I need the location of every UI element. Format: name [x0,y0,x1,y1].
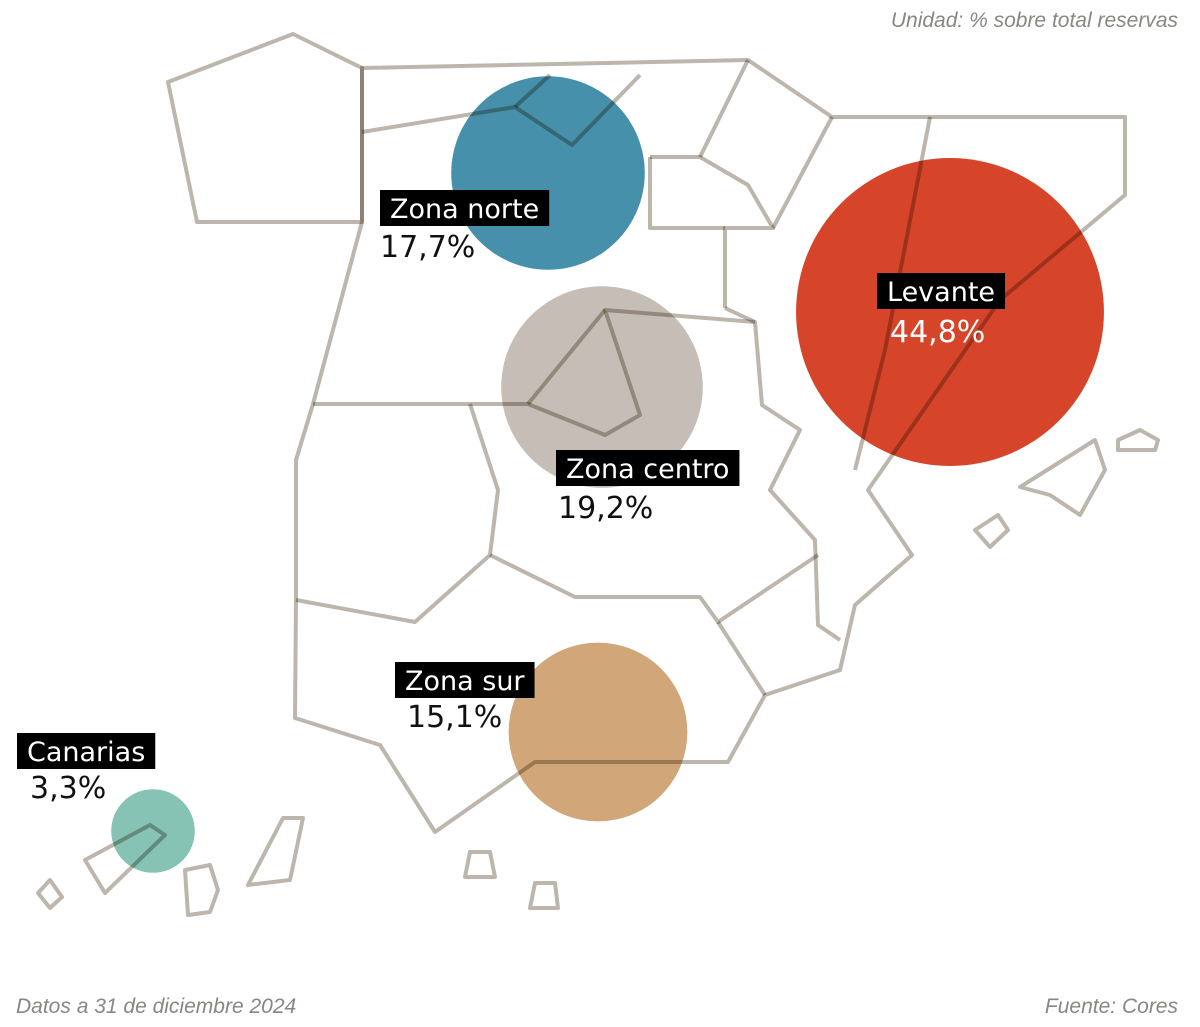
zone-value: 19,2% [558,491,653,526]
zone-name: Zona sur [405,666,525,697]
zone-bubble [796,158,1104,466]
zone-bubble [508,642,688,822]
zone-value: 3,3% [30,771,106,806]
zone-value: 44,8% [890,315,985,350]
zone-value: 17,7% [380,230,475,265]
zone-value: 15,1% [407,700,502,735]
zone-bubble [111,789,195,873]
labels: Zona norte 17,7% Levante 44,8% Zona centro 19… [17,190,1006,806]
unit-note: Unidad: % sobre total reservas [891,9,1179,32]
zone-name: Zona centro [566,454,729,485]
zone-bubble [451,76,645,270]
zone-label-box [877,273,1006,309]
footnote: Datos a 31 de diciembre 2024 [16,995,296,1018]
source: Fuente: Cores [1045,995,1179,1018]
zone-name: Canarias [27,737,145,768]
spain-map [36,32,1160,917]
zone-label-box [395,662,535,698]
zone-label-box [17,733,156,769]
zone-name: Zona norte [390,194,539,225]
zone-label-box [380,190,550,226]
zone-label-box [556,450,740,486]
zone-name: Levante [887,277,995,308]
zone-bubble [501,286,703,488]
